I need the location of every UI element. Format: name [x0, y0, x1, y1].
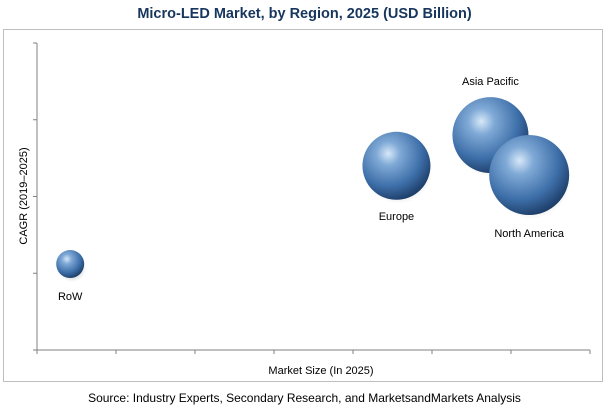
y-axis-label: CAGR (2019–2025) — [18, 147, 30, 244]
bubble-label: North America — [494, 228, 565, 240]
source-note: Source: Industry Experts, Secondary Rese… — [88, 391, 521, 405]
chart-title: Micro-LED Market, by Region, 2025 (USD B… — [137, 6, 472, 22]
x-axis-label: Market Size (In 2025) — [268, 365, 373, 377]
bubble-row — [56, 250, 85, 279]
bubble-north-america — [489, 135, 570, 216]
axes — [33, 42, 591, 354]
bubble-label: Asia Pacific — [462, 76, 519, 88]
plot-frame — [3, 29, 603, 382]
bubbles: Asia Pacific North America Europe RoW — [56, 76, 572, 303]
bubble-label: Europe — [379, 211, 414, 223]
bubble-europe — [362, 131, 431, 200]
bubble-label: RoW — [58, 291, 83, 303]
